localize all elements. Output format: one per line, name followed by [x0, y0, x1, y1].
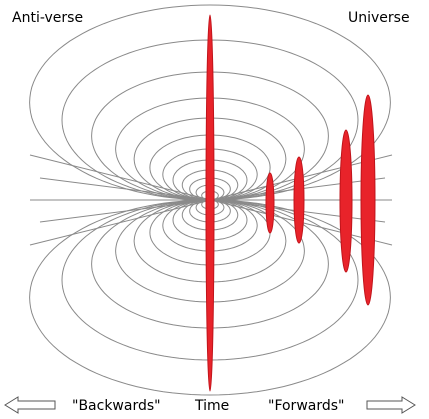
right-arrow	[366, 396, 416, 414]
time-slice	[265, 172, 275, 234]
anti-verse-label: Anti-verse	[12, 10, 83, 26]
time-slice	[339, 129, 353, 273]
forwards-label: "Forwards"	[268, 398, 344, 414]
time-slice	[205, 14, 215, 392]
time-label: Time	[194, 398, 229, 414]
backwards-label: "Backwards"	[72, 398, 161, 414]
universe-label: Universe	[348, 10, 410, 26]
time-slice	[293, 156, 305, 244]
left-arrow	[4, 396, 56, 414]
time-slice	[360, 94, 376, 306]
